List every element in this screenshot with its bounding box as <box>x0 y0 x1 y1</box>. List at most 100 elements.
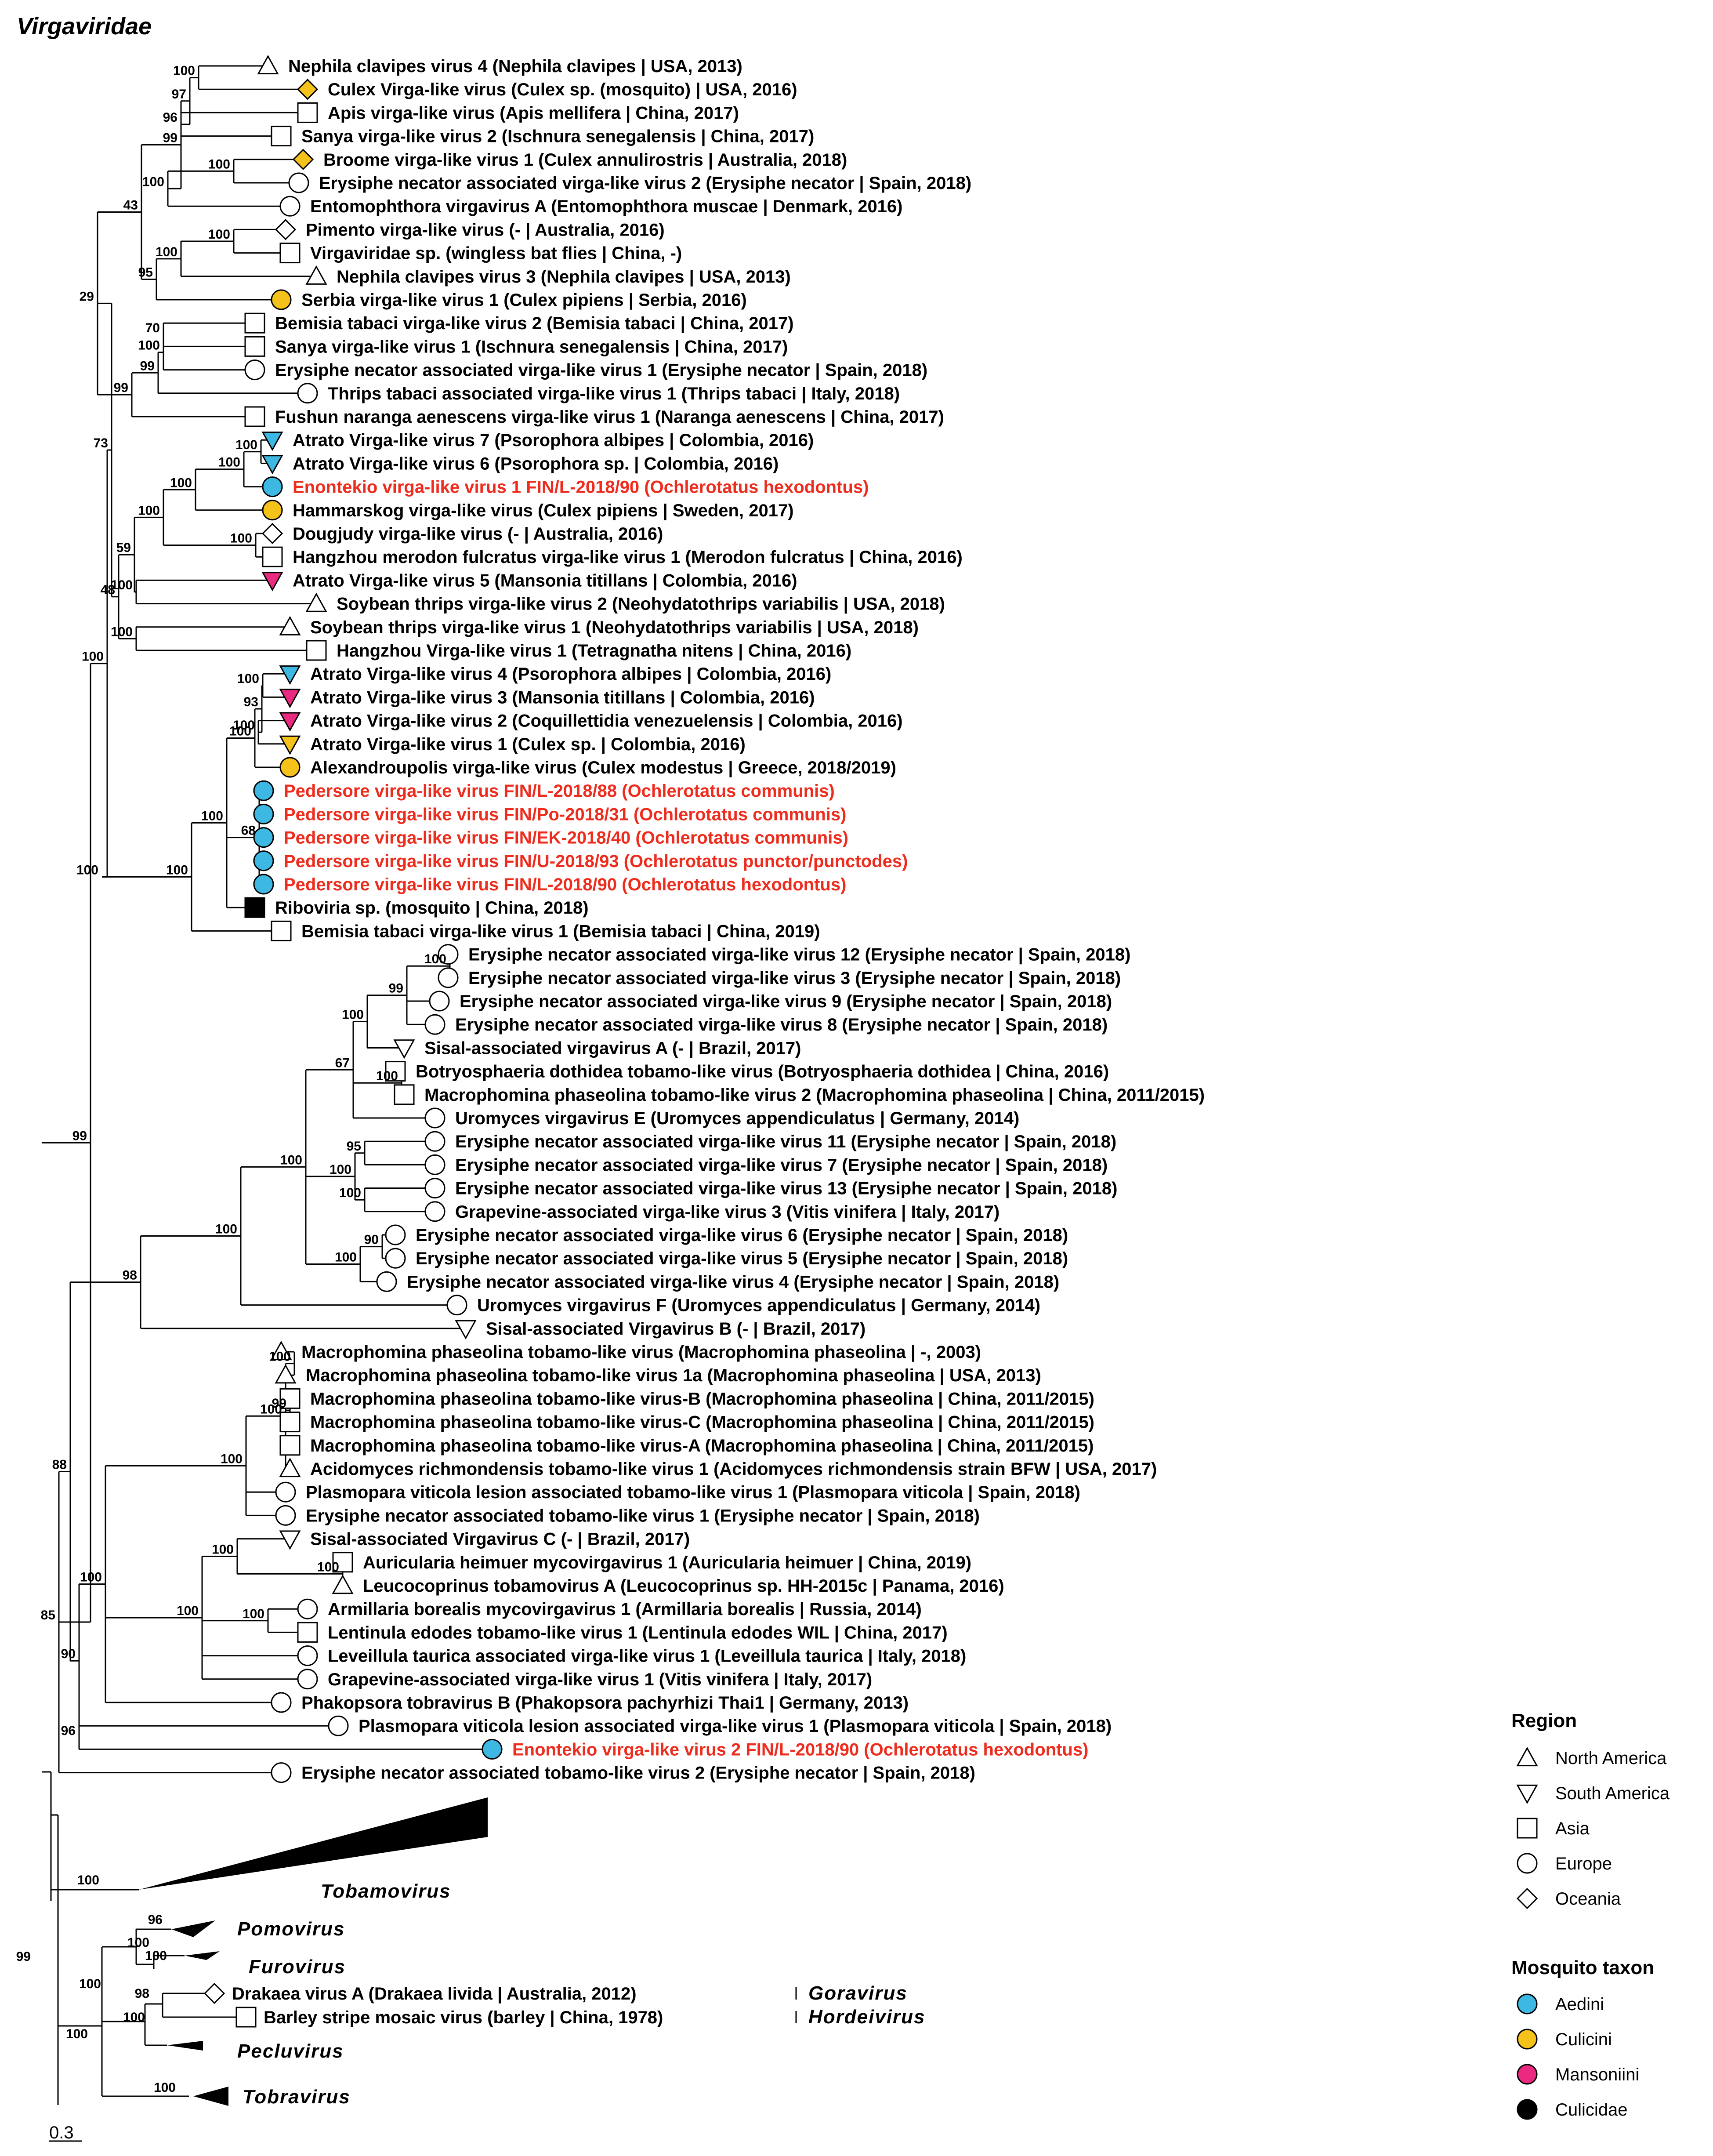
bootstrap-label: 85 <box>41 1608 55 1622</box>
bootstrap-label: 100 <box>221 1452 243 1466</box>
tip-label: Soybean thrips virga-like virus 1 (Neohy… <box>310 618 919 637</box>
tip-label: Armillaria borealis mycovirgavirus 1 (Ar… <box>328 1600 922 1619</box>
tobravirus-clade-triangle <box>193 2087 228 2106</box>
tip-label: Atrato Virga-like virus 2 (Coquillettidi… <box>310 711 903 731</box>
bootstrap-label: 98 <box>123 1268 137 1283</box>
tip-label: Hammarskog virga-like virus (Culex pipie… <box>293 501 794 520</box>
tip-marker <box>275 1505 296 1526</box>
tip-marker <box>385 1061 406 1082</box>
tip-marker <box>279 689 301 708</box>
bootstrap-label: 68 <box>241 824 256 838</box>
bootstrap-label: 100 <box>77 1873 99 1887</box>
tip-marker <box>279 1530 301 1550</box>
tip-label: Erysiphe necator associated tobamo-like … <box>301 1764 975 1783</box>
tip-marker <box>297 1622 318 1643</box>
legend-shape <box>1516 1784 1538 1804</box>
tip-label: Serbia virga-like virus 1 (Culex pipiens… <box>301 290 747 310</box>
tip-marker <box>275 219 297 240</box>
tip-marker <box>438 967 459 988</box>
tip-label: Pedersore virga-like virus FIN/Po-2018/3… <box>284 805 846 824</box>
tip-marker <box>261 432 283 451</box>
tip-marker <box>482 1739 503 1760</box>
bootstrap-label: 90 <box>364 1233 379 1247</box>
bootstrap-label: 90 <box>61 1647 76 1661</box>
bootstrap-label: 100 <box>208 227 230 242</box>
bootstrap-label: 100 <box>424 952 446 966</box>
tip-label: Grapevine-associated virga-like virus 3 … <box>455 1202 1000 1222</box>
bootstrap-label: 100 <box>269 1350 291 1364</box>
tobamovirus-clade-triangle <box>139 1797 488 1890</box>
tip-marker <box>424 1014 445 1035</box>
tip-label: Macrophomina phaseolina tobamo-like viru… <box>310 1389 1094 1408</box>
tip-marker <box>253 780 274 801</box>
bootstrap-label: 100 <box>173 64 195 78</box>
bootstrap-label: 100 <box>154 2080 176 2095</box>
legend-region-title: Region <box>1511 1710 1577 1731</box>
legend-swatch <box>1517 1993 1538 2014</box>
tip-marker <box>297 383 318 404</box>
bootstrap-label: 88 <box>52 1457 67 1472</box>
legend-shape <box>1516 1746 1538 1767</box>
bootstrap-label: 100 <box>335 1250 357 1265</box>
tip-label: Hangzhou merodon fulcratus virga-like vi… <box>293 548 963 567</box>
tip-marker <box>446 1295 467 1316</box>
tip-label: Sanya virga-like virus 2 (Ischnura seneg… <box>301 127 814 146</box>
bootstrap-label: 99 <box>389 981 403 996</box>
legend-shape <box>1517 1853 1538 1874</box>
bootstrap-label: 59 <box>116 541 131 555</box>
collapsed-clades: Tobamovirus Pomovirus Furovirus Tobravirus P… <box>42 1771 925 2108</box>
tip-label: Enontekio virga-like virus 2 FIN/L-2018/… <box>512 1740 1088 1759</box>
clade-label-tobamovirus: Tobamovirus <box>321 1880 451 1902</box>
tip-marker <box>424 1107 445 1129</box>
tip-label: Bemisia tabaci virga-like virus 1 (Bemis… <box>301 922 820 941</box>
tip-marker <box>275 1364 297 1384</box>
tip-marker <box>297 1598 318 1619</box>
tip-label: Botryosphaeria dothidea tobamo-like viru… <box>416 1062 1109 1082</box>
tip-marker <box>292 149 314 170</box>
tip-marker <box>279 243 301 264</box>
tip-marker <box>424 1154 445 1175</box>
tip-label: Pedersore virga-like virus FIN/L-2018/90… <box>284 875 846 894</box>
bootstrap-label: 100 <box>79 1977 101 1991</box>
tip-label: Sisal-associated virgavirus A (- | Brazi… <box>424 1038 801 1058</box>
tip-marker <box>279 757 301 778</box>
clade-label-pomovirus: Pomovirus <box>237 1918 345 1940</box>
bootstrap-label: 100 <box>229 724 251 739</box>
legend-taxon-label: Culicini <box>1555 2030 1612 2049</box>
tip-label: Leucocoprinus tobamovirus A (Leucocoprin… <box>363 1576 1004 1596</box>
legend-shape <box>1517 1818 1538 1839</box>
bootstrap-label: 100 <box>376 1069 398 1083</box>
tip-label: Pedersore virga-like virus FIN/L-2018/88… <box>284 781 835 801</box>
tip-label: Sanya virga-like virus 1 (Ischnura seneg… <box>275 337 788 356</box>
bootstrap-label: 100 <box>145 1949 167 1963</box>
clade-label-pecluvirus: Pecluvirus <box>237 2040 344 2062</box>
tip-label: Erysiphe necator associated virga-like v… <box>416 1226 1068 1245</box>
tip-marker <box>376 1271 397 1292</box>
tip-marker <box>288 172 309 193</box>
furovirus-clade-triangle <box>185 1951 220 1960</box>
tip-label: Leveillula taurica associated virga-like… <box>328 1647 966 1666</box>
bootstrap-label: 100 <box>80 1570 102 1585</box>
legend-region-label: Oceania <box>1555 1889 1621 1909</box>
tip-label: Macrophomina phaseolina tobamo-like viru… <box>306 1366 1041 1385</box>
tip-label: Pedersore virga-like virus FIN/EK-2018/4… <box>284 828 848 848</box>
tip-label: Uromyces virgavirus E (Uromyces appendic… <box>455 1109 1019 1128</box>
bootstrap-label: 96 <box>163 110 177 125</box>
tip-marker <box>279 1388 301 1409</box>
tip-marker <box>244 312 265 334</box>
tip-marker <box>305 592 327 612</box>
scale-bar: 0.3 <box>49 2123 82 2142</box>
bootstrap-label: 100 <box>142 174 164 189</box>
bootstrap-label: 99 <box>163 131 177 145</box>
tip-label: Erysiphe necator associated tobamo-like … <box>306 1506 980 1525</box>
tip-marker <box>297 1669 318 1690</box>
bootstrap-label: 100 <box>339 1186 361 1200</box>
tip-label: Enontekio virga-like virus 1 FIN/L-2018/… <box>293 478 869 497</box>
tip-marker <box>279 196 301 217</box>
tip-marker <box>257 54 279 75</box>
bootstrap-label: 97 <box>172 87 186 102</box>
tip-label: Auricularia heimuer mycovirgavirus 1 (Au… <box>363 1553 971 1572</box>
bootstrap-label: 100 <box>111 624 133 639</box>
tip-label: Virgaviridae sp. (wingless bat flies | C… <box>310 244 682 263</box>
tip-marker <box>306 640 327 661</box>
